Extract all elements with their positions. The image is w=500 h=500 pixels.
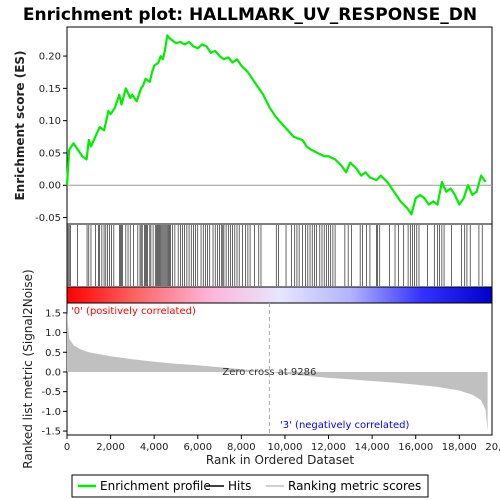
es-y-tick-label: -0.05 — [35, 213, 61, 224]
negative-correlation-label: '3' (negatively correlated) — [280, 420, 409, 431]
metric-y-tick-label: 0.5 — [45, 348, 61, 359]
metric-y-tick-label: -1.5 — [41, 427, 61, 438]
x-tick-label: 8,000 — [227, 442, 256, 453]
chart-title: Enrichment plot: HALLMARK_UV_RESPONSE_DN — [23, 5, 477, 25]
x-ticks: 0 2,000 4,000 6,000 8,000 10,000 12,000 14,000 1… — [64, 435, 500, 453]
legend-label: Hits — [228, 479, 251, 493]
legend: Enrichment profile Hits Ranking metric sco… — [78, 479, 421, 493]
legend-label: Enrichment profile — [100, 479, 211, 493]
es-y-tick-label: 0.20 — [39, 52, 61, 63]
legend-box — [71, 474, 429, 498]
x-tick-label: 18,000 — [442, 442, 477, 453]
metric-y-ticks: -1.5 -1.0 -0.5 0.0 0.5 1.0 1.5 — [41, 308, 67, 438]
es-series-group — [65, 34, 487, 216]
x-tick-label: 6,000 — [183, 442, 212, 453]
es-series-line — [65, 34, 487, 216]
x-tick-label: 14,000 — [355, 442, 390, 453]
metric-y-tick-label: -1.0 — [41, 407, 61, 418]
metric-area — [67, 310, 488, 432]
es-y-tick-label: 0.05 — [39, 148, 61, 159]
x-tick-label: 2,000 — [96, 442, 125, 453]
es-y-tick-label: 0.15 — [39, 84, 61, 95]
x-tick-label: 20,000 — [485, 442, 500, 453]
legend-label: Ranking metric scores — [288, 479, 421, 493]
rank-color-bar — [66, 286, 493, 304]
x-axis-title: Rank in Ordered Dataset — [206, 453, 354, 467]
x-tick-label: 16,000 — [398, 442, 433, 453]
es-y-tick-label: 0.10 — [39, 116, 61, 127]
es-y-axis-title: Enrichment score (ES) — [13, 50, 27, 200]
es-panel-frame — [66, 26, 493, 225]
x-tick-label: 10,000 — [267, 442, 302, 453]
x-tick-label: 4,000 — [140, 442, 169, 453]
metric-y-tick-label: 0.0 — [45, 367, 61, 378]
metric-area-group — [67, 310, 488, 432]
metric-y-tick-label: 1.0 — [45, 328, 61, 339]
metric-y-tick-label: 1.5 — [45, 308, 61, 319]
x-tick-label: 0 — [64, 442, 70, 453]
metric-y-tick-label: -0.5 — [41, 387, 61, 398]
zero-cross-label: Zero cross at 9286 — [222, 367, 316, 378]
x-tick-label: 12,000 — [311, 442, 346, 453]
positive-correlation-label: '0' (positively correlated) — [71, 306, 196, 317]
hits-panel-frame — [66, 223, 493, 288]
es-y-ticks: -0.05 0.00 0.05 0.10 0.15 0.20 — [35, 52, 67, 224]
hits-group — [67, 225, 483, 286]
metric-y-axis-title: Ranked list metric (Signal2Noise) — [21, 269, 35, 468]
es-y-tick-label: 0.00 — [39, 181, 61, 192]
